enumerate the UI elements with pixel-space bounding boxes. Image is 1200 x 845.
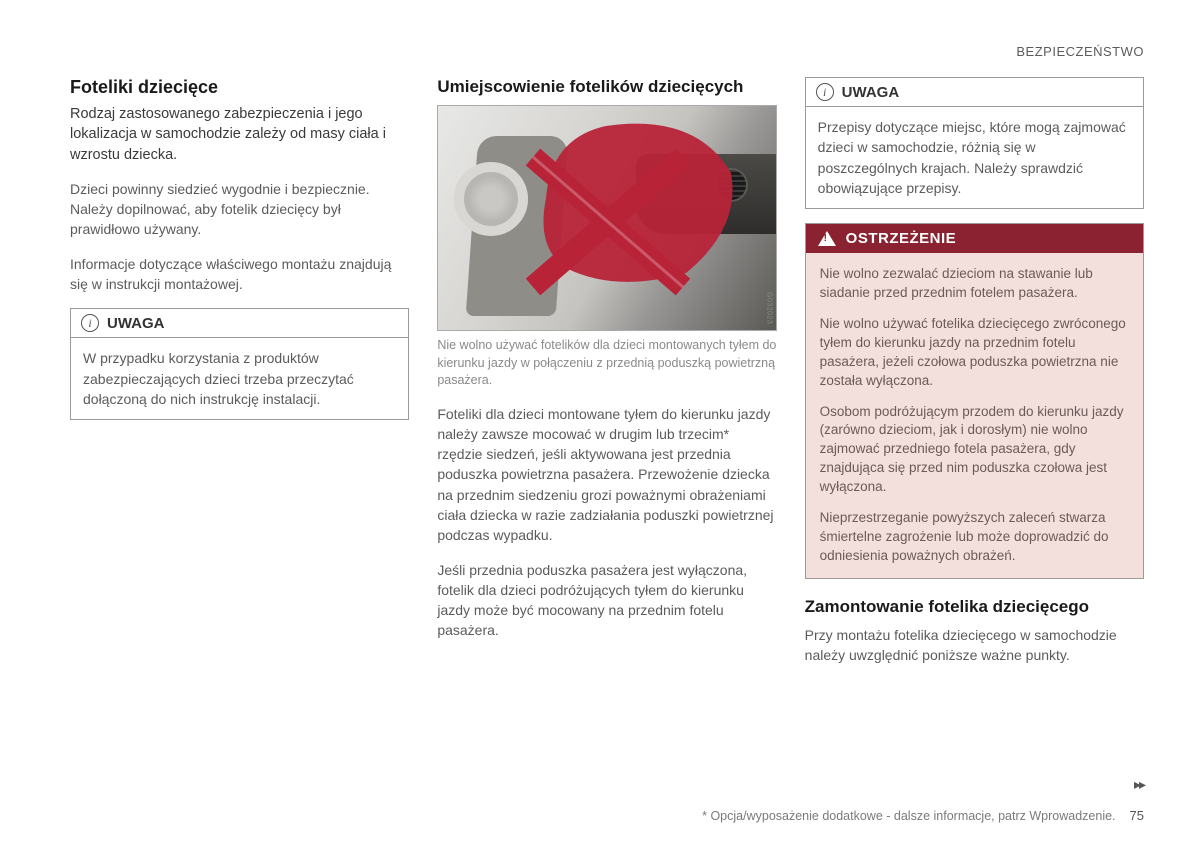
info-icon: i — [816, 83, 834, 101]
note-header-2: i UWAGA — [806, 78, 1143, 107]
steering-wheel-shape — [454, 162, 528, 236]
airbag-shape — [536, 118, 736, 288]
warn-p3: Osobom podróżującym przodem do kierunku … — [820, 403, 1129, 497]
warning-body: Nie wolno zezwalać dzieciom na stawanie … — [806, 253, 1143, 577]
note-label-1: UWAGA — [107, 315, 165, 332]
warning-box: OSTRZEŻENIE Nie wolno zezwalać dzieciom … — [805, 223, 1144, 578]
warn-p2: Nie wolno używać fotelika dziecięcego zw… — [820, 315, 1129, 391]
column-2: Umiejscowienie fotelików dziecięcych — [437, 77, 776, 679]
continuation-arrows-icon: ▸▸ — [1134, 776, 1144, 793]
col1-intro: Rodzaj zastosowanego zabezpieczenia i je… — [70, 104, 409, 165]
col2-p2: Jeśli przednia poduszka pasażera jest wy… — [437, 560, 776, 641]
col1-p2: Informacje dotyczące właściwego montażu … — [70, 254, 409, 295]
col2-p1: Foteliki dla dzieci montowane tyłem do k… — [437, 404, 776, 546]
note-header-1: i UWAGA — [71, 309, 408, 338]
note-label-2: UWAGA — [842, 84, 900, 101]
page-footer: * Opcja/wyposażenie dodatkowe - dalsze i… — [702, 808, 1144, 823]
content-columns: Foteliki dziecięce Rodzaj zastosowanego … — [70, 77, 1144, 679]
figure-code: G032023 — [766, 292, 773, 324]
note-body-2: Przepisy dotyczące miejsc, które mogą za… — [806, 107, 1143, 208]
warning-header: OSTRZEŻENIE — [806, 224, 1143, 253]
warn-p1: Nie wolno zezwalać dzieciom na stawanie … — [820, 265, 1129, 303]
column-3: i UWAGA Przepisy dotyczące miejsc, które… — [805, 77, 1144, 679]
warning-label: OSTRZEŻENIE — [846, 230, 957, 247]
note-box-1: i UWAGA W przypadku korzystania z produk… — [70, 308, 409, 420]
figure-caption: Nie wolno używać fotelików dla dzieci mo… — [437, 337, 776, 390]
col1-p1: Dzieci powinny siedzieć wygodnie i bezpi… — [70, 179, 409, 240]
note-body-1: W przypadku korzystania z produktów zabe… — [71, 338, 408, 419]
section-header: BEZPIECZEŃSTWO — [70, 44, 1144, 59]
col3-p-after: Przy montażu fotelika dziecięcego w samo… — [805, 625, 1144, 666]
column-1: Foteliki dziecięce Rodzaj zastosowanego … — [70, 77, 409, 679]
page-number: 75 — [1130, 808, 1144, 823]
warn-p4: Nieprzestrzeganie powyższych zaleceń stw… — [820, 509, 1129, 566]
car-interior-illustration — [438, 106, 775, 330]
footnote-text: * Opcja/wyposażenie dodatkowe - dalsze i… — [702, 809, 1115, 823]
warning-triangle-icon — [818, 231, 836, 246]
col2-title: Umiejscowienie fotelików dziecięcych — [437, 77, 776, 97]
note-box-2: i UWAGA Przepisy dotyczące miejsc, które… — [805, 77, 1144, 209]
info-icon: i — [81, 314, 99, 332]
col3-title2: Zamontowanie fotelika dziecięcego — [805, 597, 1144, 617]
col1-title: Foteliki dziecięce — [70, 77, 409, 98]
figure-child-seat: G032023 — [437, 105, 776, 331]
